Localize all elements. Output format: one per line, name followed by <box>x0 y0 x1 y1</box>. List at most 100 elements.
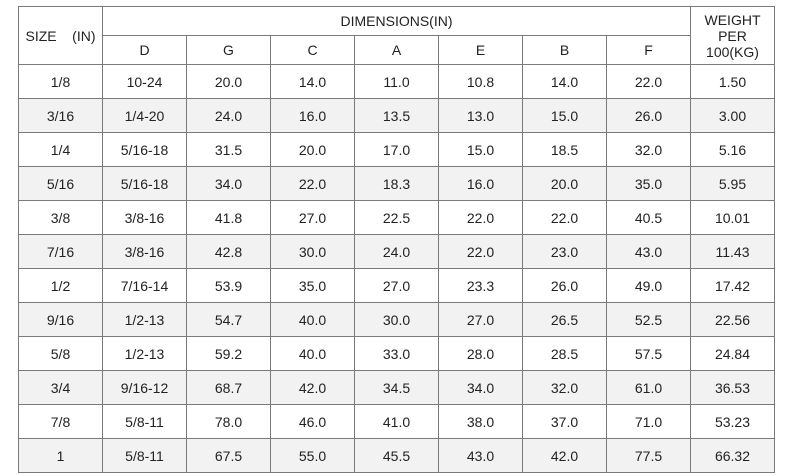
cell-e: 28.0 <box>438 336 523 371</box>
cell-a: 11.0 <box>354 64 439 99</box>
table-row: 7/8 5/8-11 78.0 46.0 41.0 38.0 37.0 71.0 53.23 <box>18 404 775 439</box>
cell-a: 13.5 <box>354 98 439 133</box>
table-row: 9/16 1/2-13 54.7 40.0 30.0 27.0 26.5 52.5 22.56 <box>18 302 775 337</box>
cell-e: 23.3 <box>438 268 523 303</box>
cell-size: 1/8 <box>18 64 103 99</box>
cell-size: 5/8 <box>18 336 103 371</box>
cell-b: 20.0 <box>522 166 607 201</box>
cell-size: 1/2 <box>18 268 103 303</box>
cell-w: 17.42 <box>690 268 775 303</box>
column-header-f: F <box>606 35 691 65</box>
cell-g: 68.7 <box>186 370 271 405</box>
cell-a: 45.5 <box>354 438 439 473</box>
cell-f: 22.0 <box>606 64 691 99</box>
column-header-a: A <box>354 35 439 65</box>
cell-a: 41.0 <box>354 404 439 439</box>
cell-g: 31.5 <box>186 132 271 167</box>
cell-d: 1/2-13 <box>102 336 187 371</box>
column-header-g: G <box>186 35 271 65</box>
table-row: 1/4 5/16-18 31.5 20.0 17.0 15.0 18.5 32.0 5.16 <box>18 132 775 167</box>
weight-header-line-2: PER <box>718 27 747 44</box>
cell-w: 66.32 <box>690 438 775 473</box>
cell-f: 35.0 <box>606 166 691 201</box>
cell-a: 33.0 <box>354 336 439 371</box>
cell-e: 22.0 <box>438 234 523 269</box>
cell-w: 36.53 <box>690 370 775 405</box>
cell-b: 28.5 <box>522 336 607 371</box>
cell-a: 34.5 <box>354 370 439 405</box>
cell-b: 26.0 <box>522 268 607 303</box>
cell-size: 9/16 <box>18 302 103 337</box>
cell-b: 23.0 <box>522 234 607 269</box>
cell-c: 35.0 <box>270 268 355 303</box>
cell-g: 42.8 <box>186 234 271 269</box>
cell-d: 5/8-11 <box>102 404 187 439</box>
cell-b: 22.0 <box>522 200 607 235</box>
cell-d: 9/16-12 <box>102 370 187 405</box>
cell-w: 53.23 <box>690 404 775 439</box>
weight-header-line-1: WEIGHT <box>704 11 761 28</box>
cell-w: 22.56 <box>690 302 775 337</box>
column-header-b: B <box>522 35 607 65</box>
table-row: 1 5/8-11 67.5 55.0 45.5 43.0 42.0 77.5 66.32 <box>18 438 775 473</box>
cell-b: 32.0 <box>522 370 607 405</box>
cell-w: 24.84 <box>690 336 775 371</box>
cell-e: 27.0 <box>438 302 523 337</box>
table-row: 7/16 3/8-16 42.8 30.0 24.0 22.0 23.0 43.0 11.43 <box>18 234 775 269</box>
cell-e: 22.0 <box>438 200 523 235</box>
table-body: 1/8 10-24 20.0 14.0 11.0 10.8 14.0 22.0 1.50 3/16… <box>18 64 775 473</box>
cell-f: 52.5 <box>606 302 691 337</box>
cell-w: 3.00 <box>690 98 775 133</box>
cell-g: 53.9 <box>186 268 271 303</box>
table-row: 3/16 1/4-20 24.0 16.0 13.5 13.0 15.0 26.0 3.00 <box>18 98 775 133</box>
cell-g: 54.7 <box>186 302 271 337</box>
cell-e: 34.0 <box>438 370 523 405</box>
cell-d: 1/4-20 <box>102 98 187 133</box>
cell-size: 1/4 <box>18 132 103 167</box>
cell-c: 46.0 <box>270 404 355 439</box>
cell-g: 78.0 <box>186 404 271 439</box>
weight-header: WEIGHT PER 100(KG) <box>690 6 775 65</box>
column-header-c: C <box>270 35 355 65</box>
cell-e: 13.0 <box>438 98 523 133</box>
cell-c: 40.0 <box>270 302 355 337</box>
cell-f: 49.0 <box>606 268 691 303</box>
cell-d: 1/2-13 <box>102 302 187 337</box>
cell-a: 27.0 <box>354 268 439 303</box>
cell-g: 41.8 <box>186 200 271 235</box>
cell-a: 24.0 <box>354 234 439 269</box>
cell-f: 77.5 <box>606 438 691 473</box>
cell-e: 43.0 <box>438 438 523 473</box>
size-header: SIZE (IN) <box>18 6 103 65</box>
cell-d: 5/8-11 <box>102 438 187 473</box>
cell-d: 5/16-18 <box>102 132 187 167</box>
cell-w: 5.16 <box>690 132 775 167</box>
cell-f: 43.0 <box>606 234 691 269</box>
cell-c: 20.0 <box>270 132 355 167</box>
cell-b: 42.0 <box>522 438 607 473</box>
cell-d: 3/8-16 <box>102 200 187 235</box>
cell-f: 61.0 <box>606 370 691 405</box>
table-row: 3/4 9/16-12 68.7 42.0 34.5 34.0 32.0 61.0 36.53 <box>18 370 775 405</box>
weight-header-line-3: 100(KG) <box>706 43 759 60</box>
cell-f: 71.0 <box>606 404 691 439</box>
cell-a: 30.0 <box>354 302 439 337</box>
column-header-e: E <box>438 35 523 65</box>
cell-c: 55.0 <box>270 438 355 473</box>
dimensions-table-container: SIZE (IN) DIMENSIONS(IN) WEIGHT PER 100(… <box>18 6 775 473</box>
cell-e: 15.0 <box>438 132 523 167</box>
cell-c: 27.0 <box>270 200 355 235</box>
cell-c: 42.0 <box>270 370 355 405</box>
cell-size: 7/16 <box>18 234 103 269</box>
cell-g: 59.2 <box>186 336 271 371</box>
cell-size: 3/16 <box>18 98 103 133</box>
cell-c: 16.0 <box>270 98 355 133</box>
cell-g: 34.0 <box>186 166 271 201</box>
cell-b: 15.0 <box>522 98 607 133</box>
table-row: 1/2 7/16-14 53.9 35.0 27.0 23.3 26.0 49.0 17.42 <box>18 268 775 303</box>
cell-size: 3/8 <box>18 200 103 235</box>
cell-e: 10.8 <box>438 64 523 99</box>
cell-size: 1 <box>18 438 103 473</box>
cell-w: 11.43 <box>690 234 775 269</box>
cell-e: 38.0 <box>438 404 523 439</box>
